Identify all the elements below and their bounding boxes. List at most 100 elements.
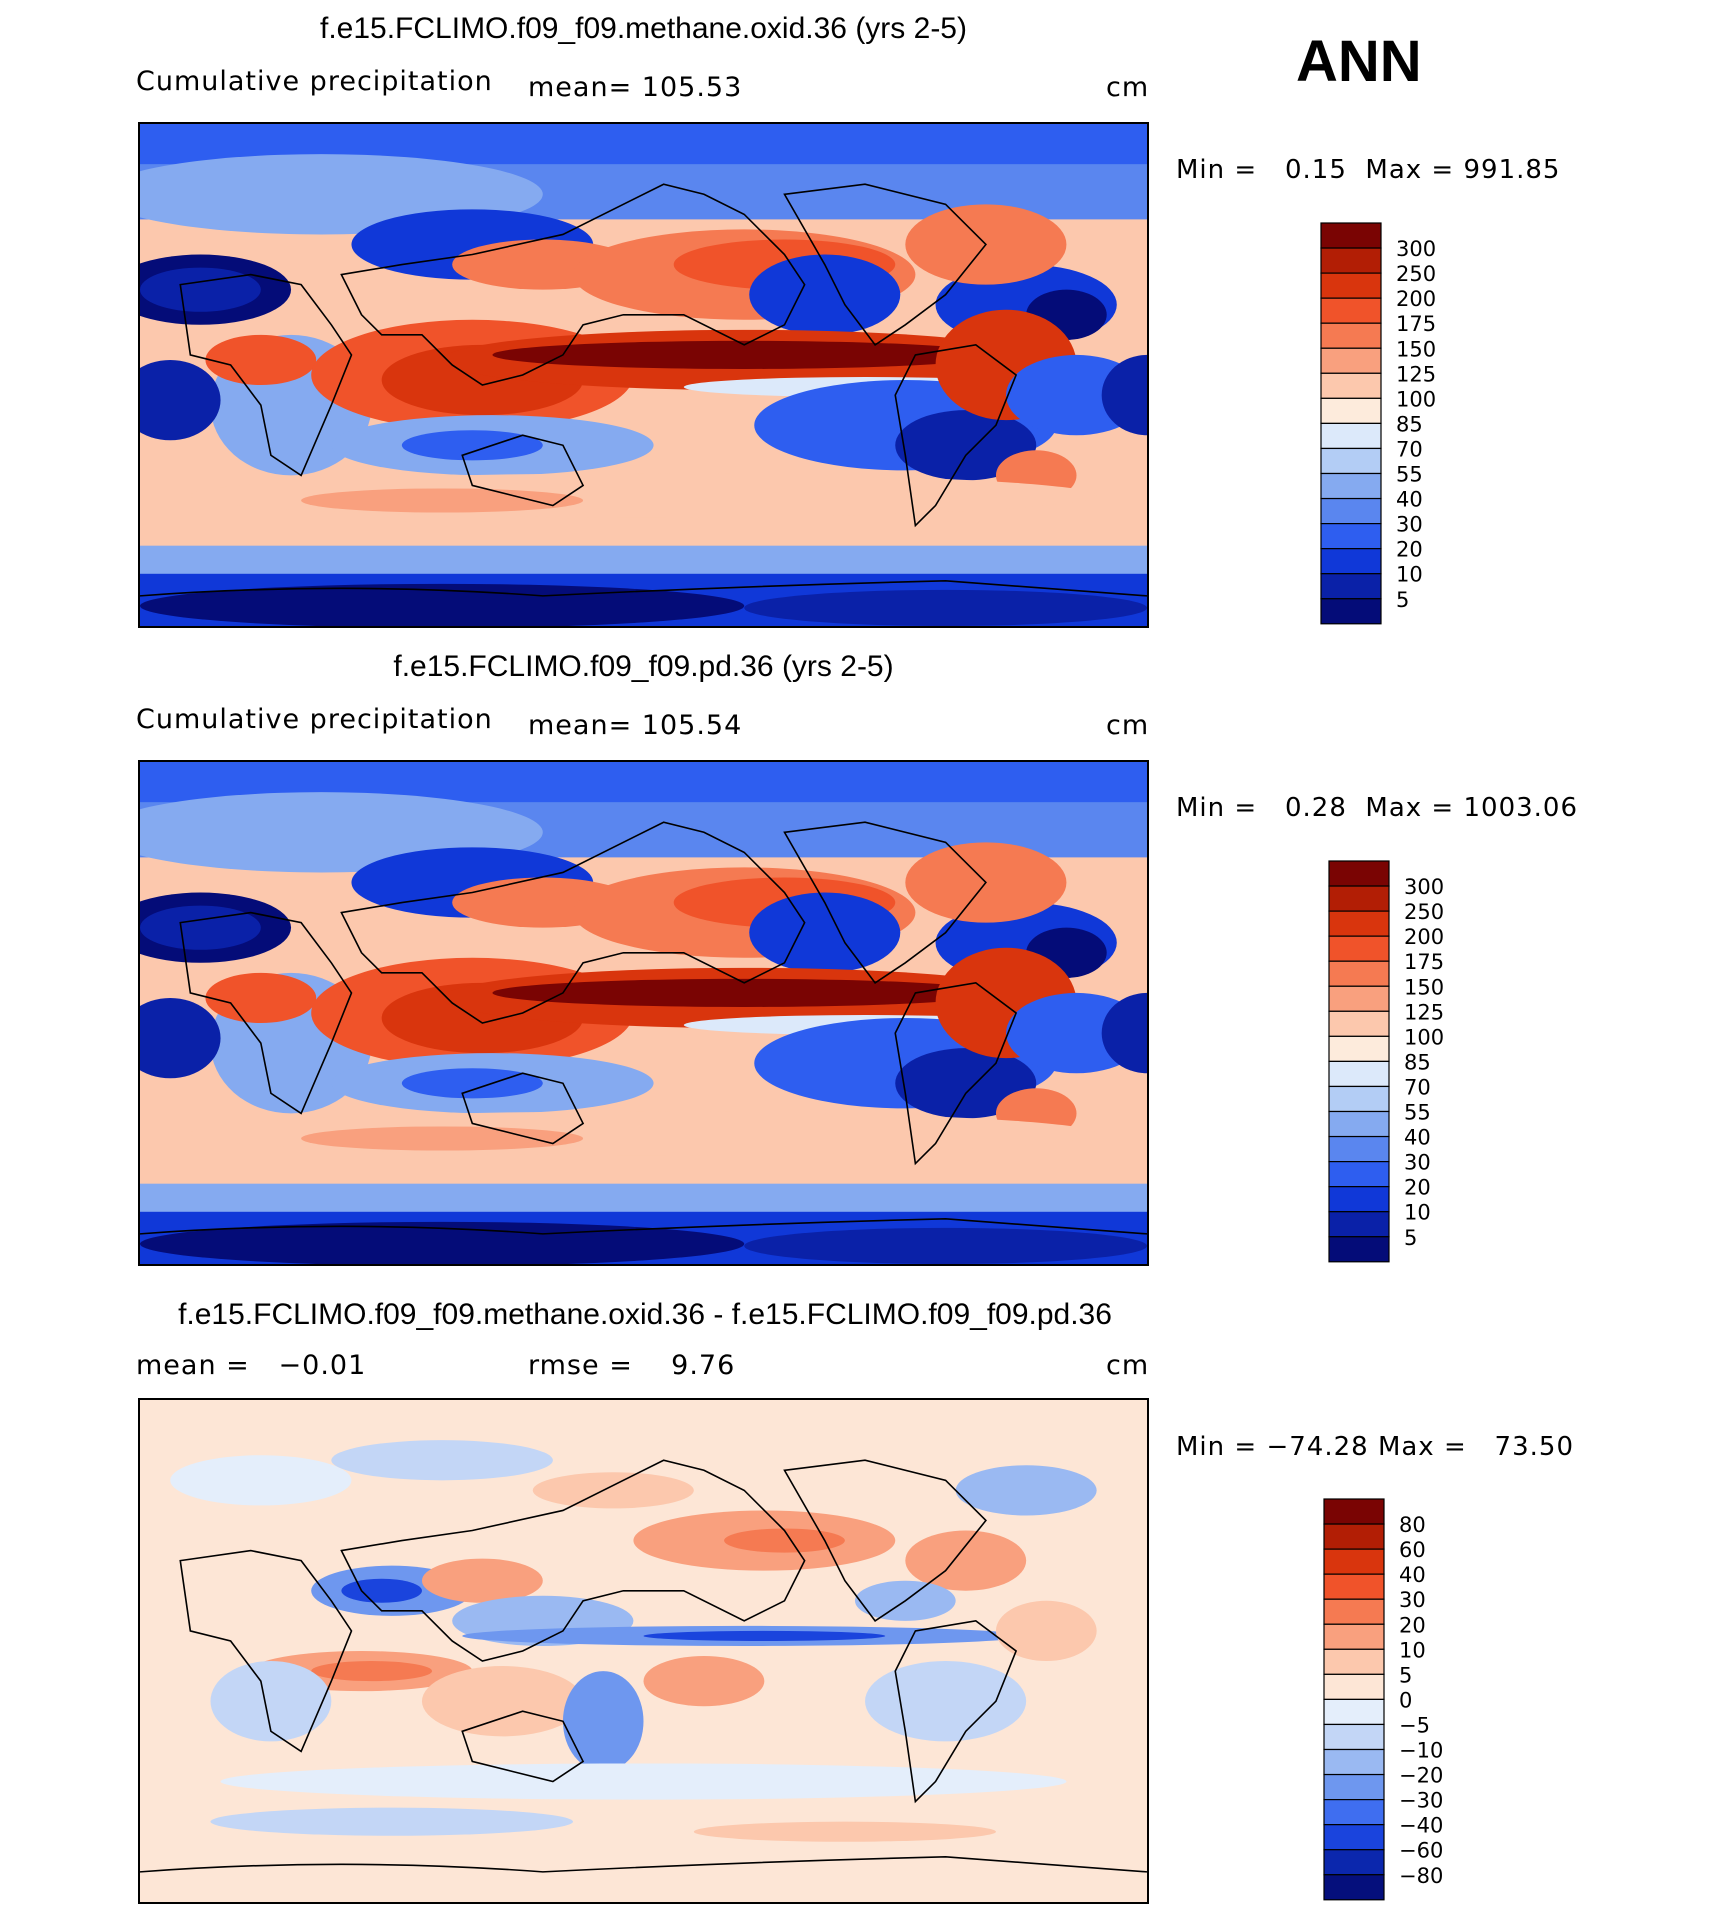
- colorbar-swatch: [1328, 1186, 1390, 1213]
- panel-1-title: f.e15.FCLIMO.f09_f09.methane.oxid.36 (yr…: [320, 12, 967, 45]
- colorbar-tick-label: 175: [1396, 312, 1436, 336]
- colorbar-tick-label: 200: [1396, 287, 1436, 311]
- colorbar-swatch: [1328, 935, 1390, 962]
- colorbar-swatch: [1328, 1035, 1390, 1063]
- colorbar-tick-label: 300: [1404, 875, 1444, 899]
- panel-1-minmax: Min = 0.15 Max = 991.85: [1176, 155, 1561, 185]
- panel-1-colorbar: 300 250 200 175 150 125 100 85 70 55 40 30 20 10 5: [1320, 222, 1460, 630]
- colorbar-tick-label: 150: [1404, 975, 1444, 999]
- colorbar-tick-label: 85: [1404, 1050, 1431, 1074]
- colorbar-swatch: [1323, 1799, 1385, 1826]
- colorbar-swatch: [1320, 497, 1382, 525]
- colorbar-swatch: [1328, 1060, 1390, 1088]
- colorbar-swatch: [1323, 1673, 1385, 1701]
- colorbar-tick-label: 40: [1399, 1563, 1426, 1587]
- colorbar-swatch: [1323, 1573, 1385, 1600]
- colorbar-tick-label: 20: [1396, 538, 1423, 562]
- colorbar-tick-label: 250: [1404, 900, 1444, 924]
- colorbar-tick-label: −30: [1399, 1789, 1443, 1813]
- colorbar-swatch: [1320, 397, 1382, 425]
- panel-1-mean: mean= 105.53: [528, 72, 743, 103]
- colorbar-tick-label: 20: [1399, 1613, 1426, 1637]
- colorbar-swatch: [1323, 1548, 1385, 1575]
- colorbar-swatch: [1323, 1648, 1385, 1675]
- colorbar-tick-label: 100: [1396, 387, 1436, 411]
- precip-map-1: [140, 124, 1147, 626]
- panel-2-units: cm: [1106, 710, 1150, 741]
- colorbar-tick-label: 80: [1399, 1513, 1426, 1537]
- colorbar-tick-label: 125: [1404, 1000, 1444, 1024]
- colorbar-swatch: [1323, 1874, 1385, 1901]
- panel-2-title: f.e15.FCLIMO.f09_f09.pd.36 (yrs 2-5): [393, 650, 894, 683]
- colorbar-swatch: [1328, 1085, 1390, 1113]
- colorbar-tick-label: 150: [1396, 337, 1436, 361]
- colorbar-tick-label: 0: [1399, 1688, 1412, 1712]
- colorbar-swatch: [1323, 1623, 1385, 1650]
- colorbar-swatch: [1323, 1698, 1385, 1726]
- colorbar-swatch: [1320, 297, 1382, 324]
- colorbar-swatch: [1320, 247, 1382, 274]
- colorbar-swatch: [1320, 422, 1382, 450]
- panel-2-variable: Cumulative precipitation: [136, 704, 493, 735]
- colorbar-swatch: [1320, 598, 1382, 625]
- colorbar-tick-label: −20: [1399, 1764, 1443, 1788]
- panel-3-colorbar: 80 60 40 30 20 10 5 0 −5 −10 −20 −30 −40 −60 −80: [1323, 1498, 1463, 1906]
- colorbar-tick-label: 40: [1396, 488, 1423, 512]
- colorbar-tick-label: 175: [1404, 950, 1444, 974]
- colorbar-swatch: [1328, 910, 1390, 937]
- colorbar-tick-label: −5: [1399, 1713, 1430, 1737]
- colorbar-swatch: [1320, 447, 1382, 475]
- colorbar-swatch: [1320, 523, 1382, 550]
- colorbar-swatch: [1328, 1135, 1390, 1163]
- colorbar-tick-label: −40: [1399, 1814, 1443, 1838]
- colorbar-swatch: [1320, 372, 1382, 399]
- panel-1-variable: Cumulative precipitation: [136, 66, 493, 97]
- colorbar-tick-label: 125: [1396, 362, 1436, 386]
- colorbar-swatch: [1323, 1523, 1385, 1550]
- colorbar-tick-label: 30: [1399, 1588, 1426, 1612]
- colorbar-tick-label: 200: [1404, 925, 1444, 949]
- panel-3-units: cm: [1106, 1350, 1150, 1381]
- colorbar-tick-label: 10: [1399, 1638, 1426, 1662]
- colorbar-swatch: [1328, 1211, 1390, 1238]
- colorbar-tick-label: 60: [1399, 1538, 1426, 1562]
- panel-1-units: cm: [1106, 72, 1150, 103]
- colorbar-tick-label: 55: [1404, 1101, 1431, 1125]
- colorbar-tick-label: 85: [1396, 412, 1423, 436]
- colorbar-swatch: [1328, 1110, 1390, 1138]
- colorbar-tick-label: 5: [1399, 1663, 1412, 1687]
- colorbar-tick-label: 10: [1396, 563, 1423, 587]
- colorbar-tick-label: −10: [1399, 1739, 1443, 1763]
- colorbar-tick-label: 40: [1404, 1126, 1431, 1150]
- colorbar-swatch: [1320, 573, 1382, 600]
- colorbar-tick-label: 10: [1404, 1201, 1431, 1225]
- colorbar-swatch: [1320, 548, 1382, 575]
- colorbar-tick-label: 100: [1404, 1025, 1444, 1049]
- panel-2-mean: mean= 105.54: [528, 710, 743, 741]
- panel-3-minmax: Min = −74.28 Max = 73.50: [1176, 1432, 1574, 1462]
- colorbar-swatch: [1320, 222, 1382, 249]
- colorbar-tick-label: 20: [1404, 1176, 1431, 1200]
- colorbar-tick-label: −80: [1399, 1864, 1443, 1888]
- colorbar-swatch: [1328, 985, 1390, 1012]
- colorbar-tick-label: 70: [1404, 1075, 1431, 1099]
- colorbar-tick-label: 30: [1404, 1151, 1431, 1175]
- colorbar-tick-label: −60: [1399, 1839, 1443, 1863]
- colorbar-swatch: [1328, 960, 1390, 987]
- colorbar-swatch: [1323, 1748, 1385, 1776]
- colorbar-swatch: [1323, 1849, 1385, 1876]
- colorbar-tick-label: 300: [1396, 237, 1436, 261]
- colorbar-tick-label: 250: [1396, 262, 1436, 286]
- colorbar-swatch: [1323, 1723, 1385, 1751]
- panel-3-map: [138, 1398, 1149, 1904]
- colorbar-tick-label: 55: [1396, 463, 1423, 487]
- colorbar-tick-label: 5: [1404, 1226, 1417, 1250]
- colorbar-swatch: [1320, 472, 1382, 500]
- colorbar-swatch: [1328, 1161, 1390, 1188]
- precip-map-2: [140, 762, 1147, 1264]
- season-label: ANN: [1296, 29, 1422, 94]
- colorbar-swatch: [1323, 1498, 1385, 1525]
